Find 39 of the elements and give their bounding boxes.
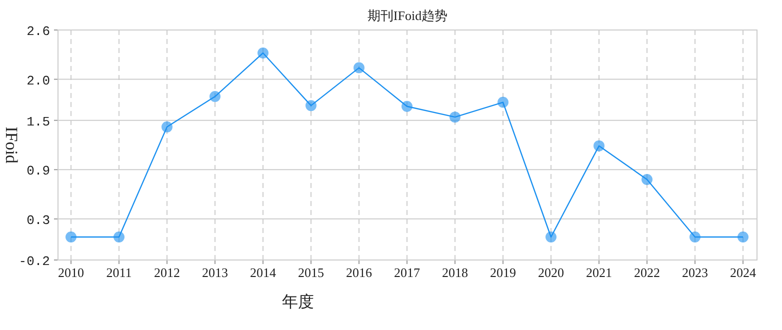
y-tick-label: 0.3 [26, 212, 50, 228]
point [66, 232, 76, 242]
x-tick-label: 2016 [346, 265, 372, 280]
x-tick-label: 2010 [58, 265, 84, 280]
point [498, 96, 508, 108]
x-tick-label: 2013 [202, 265, 228, 280]
y-tick-label: 1.5 [26, 114, 50, 130]
point [354, 62, 364, 74]
y-tick-label: 0.9 [26, 164, 50, 179]
x-tick-label: 2023 [682, 265, 708, 280]
point [306, 100, 316, 112]
point [738, 232, 748, 242]
x-tick-label: 2019 [490, 265, 516, 280]
y-tick-label: 2.6 [26, 24, 50, 39]
x-tick-label: 2024 [730, 265, 756, 280]
point [594, 140, 604, 152]
y-tick-label: -0.2 [18, 254, 50, 269]
point [114, 232, 124, 242]
y-axis-title: IFoid [2, 126, 21, 164]
point [546, 232, 556, 242]
x-tick-label: 2020 [538, 265, 564, 280]
y-tick-label: 2.0 [26, 73, 50, 88]
point [162, 121, 172, 132]
point [258, 48, 268, 58]
x-tick-label: 2012 [154, 265, 180, 280]
point [402, 100, 412, 112]
point [642, 174, 652, 185]
x-tick-label: 2014 [250, 265, 276, 280]
chart-title: 期刊IFoid趋势 [367, 8, 448, 23]
x-tick-label: 2017 [394, 265, 420, 280]
x-tick-label: 2011 [106, 265, 132, 280]
point [450, 112, 460, 123]
x-axis-title: 年度 [282, 293, 314, 311]
x-tick-label: 2018 [442, 265, 468, 280]
x-tick-label: 2022 [634, 265, 660, 280]
x-tick-label: 2021 [586, 265, 612, 280]
x-tick-label: 2015 [298, 265, 324, 280]
point [210, 91, 220, 102]
point [690, 232, 700, 242]
